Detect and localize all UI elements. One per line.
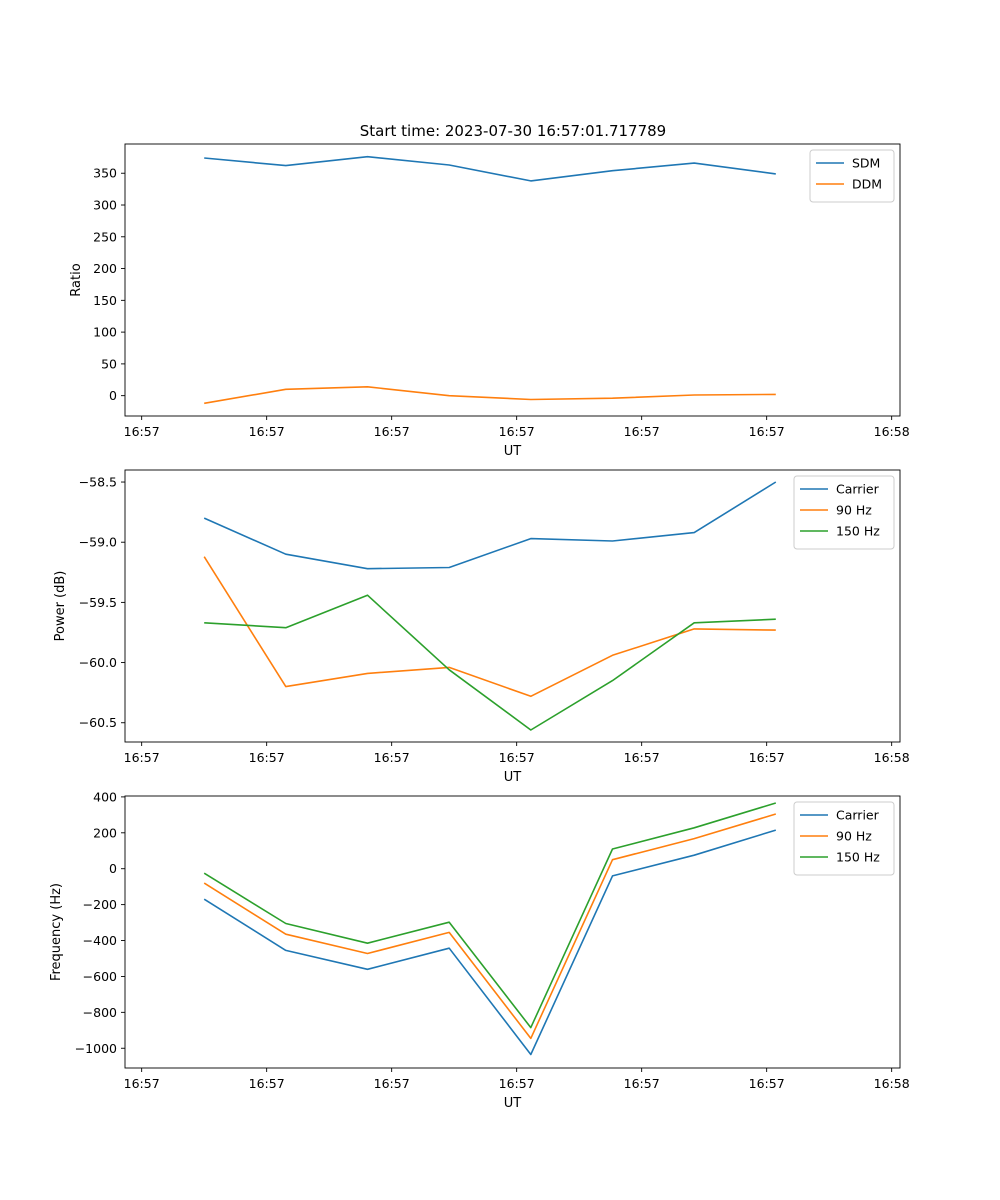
y-tick-label: −400 [83,933,117,948]
series-line-90-hz [203,813,777,1040]
y-tick-label: 350 [93,166,117,181]
x-tick-label: 16:57 [749,424,785,439]
legend-label: Carrier [836,808,880,823]
x-tick-label: 16:57 [374,424,410,439]
series-line-sdm [204,155,776,182]
y-tick-label: 400 [93,789,117,804]
y-tick-label: −58.5 [79,475,117,490]
y-tick-label: −600 [83,969,117,984]
x-tick-label: 16:57 [499,424,535,439]
x-tick-label: 16:57 [624,424,660,439]
y-tick-label: −59.0 [79,535,117,550]
x-tick-label: 16:57 [249,750,285,765]
x-tick-label: 16:57 [124,424,160,439]
y-tick-label: −60.0 [79,655,117,670]
x-tick-label: 16:57 [499,1076,535,1091]
x-tick-label: 16:57 [624,1076,660,1091]
series-line-carrier [203,481,777,570]
x-tick-label: 16:57 [374,750,410,765]
legend-label: 90 Hz [836,829,872,844]
series-line-150-hz [203,802,777,1029]
y-tick-label: −800 [83,1005,117,1020]
x-tick-label: 16:57 [249,1076,285,1091]
y-tick-label: −1000 [75,1041,117,1056]
x-tick-label: 16:58 [874,750,910,765]
legend: Carrier 90 Hz 150 Hz [793,475,895,550]
axes-frame [124,143,901,417]
x-axis-label: UT [504,770,522,785]
y-tick-label: 200 [93,825,117,840]
legend: SDM DDM [809,149,895,203]
y-axis-label: Ratio [69,263,84,296]
x-tick-label: 16:57 [499,750,535,765]
y-axis-label: Power (dB) [53,571,68,642]
legend-label: SDM [852,156,880,171]
subplot-2: 16:57 16:57 16:57 16:57 16:57 16:57 16:58 −60.5… [53,469,910,785]
legend-label: 150 Hz [836,524,880,539]
y-tick-label: 300 [93,198,117,213]
x-tick-label: 16:58 [874,424,910,439]
subplot-3: 16:57 16:57 16:57 16:57 16:57 16:57 16:58 −1000… [49,789,910,1111]
y-tick-label: −200 [83,897,117,912]
legend-label: 150 Hz [836,850,880,865]
x-tick-label: 16:57 [124,1076,160,1091]
x-tick-label: 16:57 [249,424,285,439]
legend: Carrier 90 Hz 150 Hz [793,801,895,876]
axes-frame [124,469,901,743]
y-tick-label: 200 [93,261,117,276]
series-line-ddm [204,385,776,405]
axes-frame [124,795,901,1069]
series-line-150-hz [204,594,776,731]
y-tick-label: 0 [109,388,117,403]
y-axis-label: Frequency (Hz) [49,883,64,981]
y-tick-label: 250 [93,229,117,244]
y-tick-label: 0 [109,861,117,876]
x-tick-label: 16:58 [874,1076,910,1091]
y-tick-label: −60.5 [79,715,117,730]
x-axis-label: UT [504,1096,522,1111]
figure-title: Start time: 2023-07-30 16:57:01.717789 [360,122,666,140]
y-tick-label: 50 [101,356,117,371]
legend-label: 90 Hz [836,503,872,518]
subplot-1: 16:57 16:57 16:57 16:57 16:57 16:57 16:58 0 50 10… [69,143,910,459]
legend-label: DDM [852,177,882,192]
x-tick-label: 16:57 [749,750,785,765]
x-axis-label: UT [504,444,522,459]
x-tick-label: 16:57 [124,750,160,765]
x-tick-label: 16:57 [374,1076,410,1091]
y-tick-label: 150 [93,293,117,308]
x-tick-label: 16:57 [749,1076,785,1091]
series-line-carrier [203,829,777,1056]
y-tick-label: 100 [93,325,117,340]
x-tick-label: 16:57 [624,750,660,765]
plots: 16:57 16:57 16:57 16:57 16:57 16:57 16:58 0 50 10… [49,143,910,1111]
y-tick-label: −59.5 [79,595,117,610]
legend-label: Carrier [836,482,880,497]
